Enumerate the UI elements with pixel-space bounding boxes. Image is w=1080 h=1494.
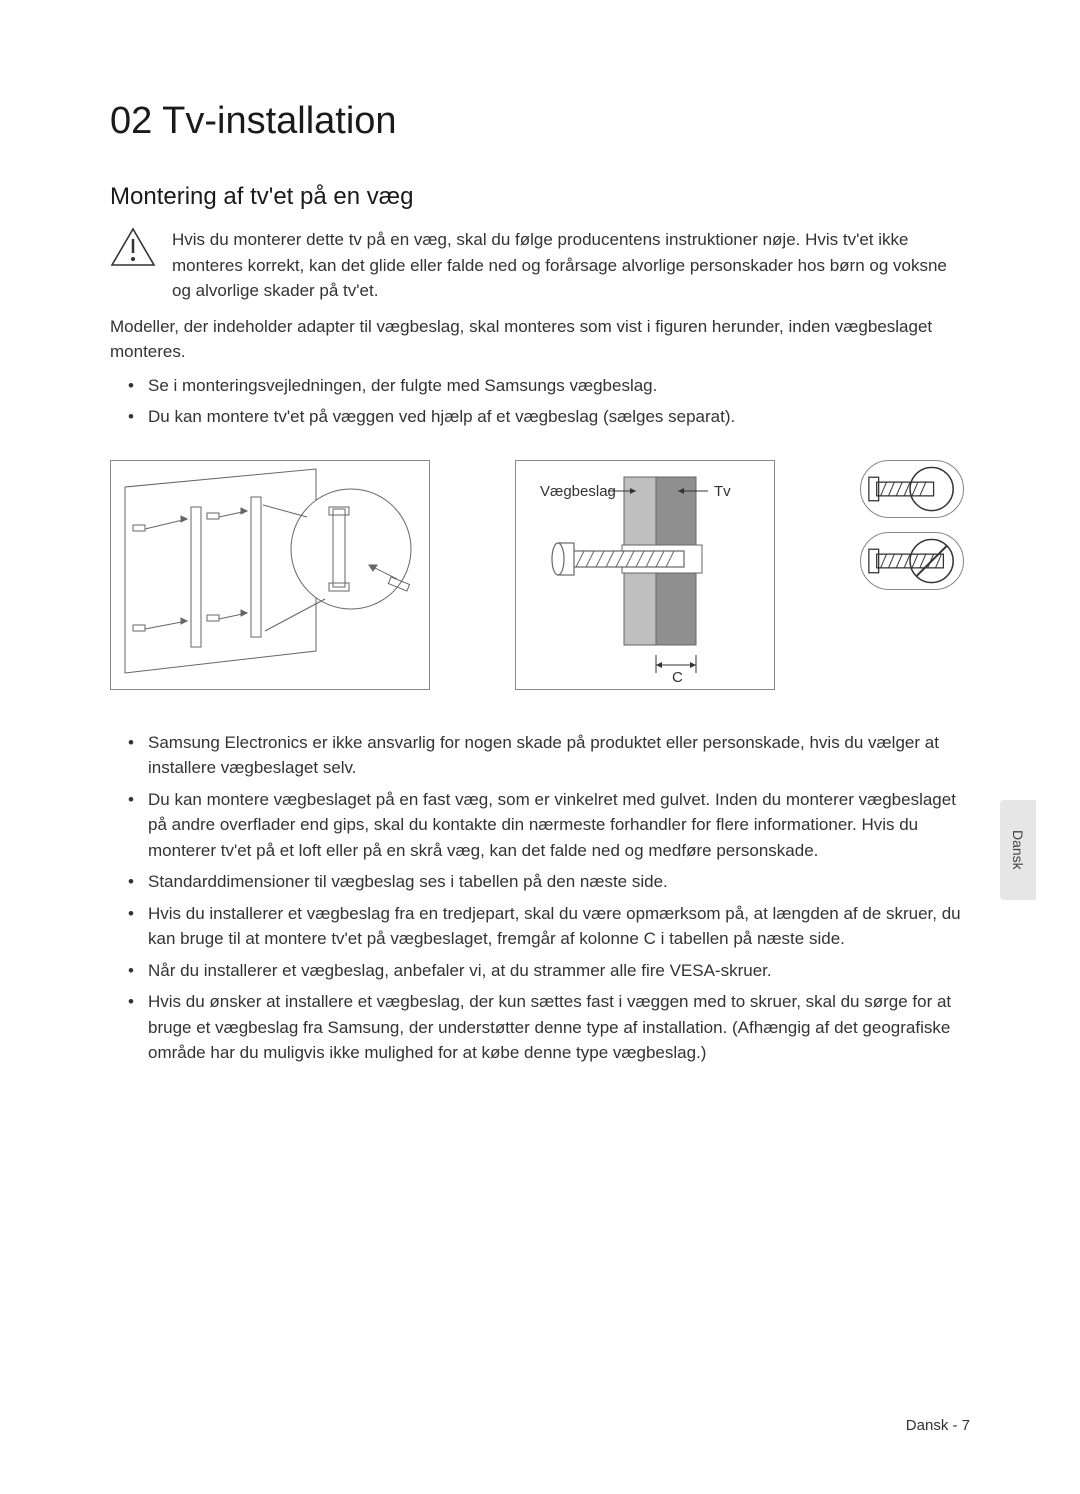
language-tab: Dansk [1000, 800, 1036, 900]
warning-block: Hvis du monterer dette tv på en væg, ska… [110, 227, 970, 304]
list-item: Standarddimensioner til vægbeslag ses i … [134, 869, 970, 895]
list-item: Samsung Electronics er ikke ansvarlig fo… [134, 730, 970, 781]
list-item: Du kan montere tv'et på væggen ved hjælp… [134, 404, 970, 430]
section-heading: Montering af tv'et på en væg [110, 183, 970, 211]
page-footer: Dansk - 7 [906, 1417, 970, 1434]
bolt-incorrect [860, 532, 964, 590]
list-item: Hvis du installerer et vægbeslag fra en … [134, 901, 970, 952]
diagram-cross-section: Vægbeslag Tv C [515, 460, 775, 690]
diagram-label-bracket: Vægbeslag [540, 483, 616, 500]
top-bullet-list: Se i monteringsvejledningen, der fulgte … [110, 373, 970, 430]
warning-text: Hvis du monterer dette tv på en væg, ska… [172, 227, 970, 304]
warning-icon [110, 227, 156, 267]
diagram-mounting-overview [110, 460, 430, 690]
language-tab-label: Dansk [1010, 830, 1026, 870]
bolt-correct [860, 460, 964, 518]
diagram-label-c: C [672, 669, 683, 686]
list-item: Når du installerer et vægbeslag, anbefal… [134, 958, 970, 984]
diagram-container: Vægbeslag Tv C [110, 460, 970, 690]
chapter-heading: 02 Tv-installation [110, 100, 970, 143]
list-item: Du kan montere vægbeslaget på en fast væ… [134, 787, 970, 864]
list-item: Hvis du ønsker at installere et vægbesla… [134, 989, 970, 1066]
diagram-bolts [860, 460, 970, 590]
bottom-bullet-list: Samsung Electronics er ikke ansvarlig fo… [110, 730, 970, 1066]
intro-paragraph: Modeller, der indeholder adapter til væg… [110, 314, 970, 365]
list-item: Se i monteringsvejledningen, der fulgte … [134, 373, 970, 399]
diagram-label-tv: Tv [714, 483, 731, 500]
